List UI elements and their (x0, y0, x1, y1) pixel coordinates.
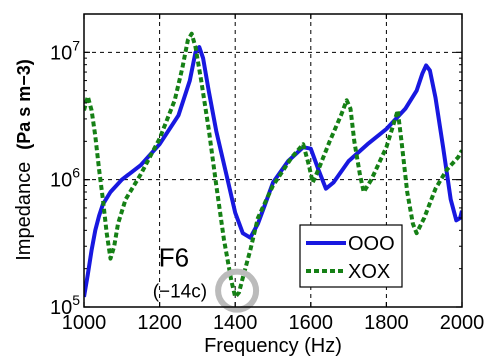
plot-frame (83, 13, 463, 308)
annotation-label: F6 (159, 243, 189, 273)
series-layer (84, 31, 462, 299)
annotation-sublabel: (−14c) (153, 282, 207, 303)
annotation-group: F6 (−14c) (153, 243, 260, 313)
y-axis-label-text: Impedance (13, 162, 35, 261)
y-tick-label: 107 (50, 37, 80, 64)
x-tick-label: 2000 (440, 312, 484, 334)
y-tick-label: 106 (50, 165, 80, 192)
grid-lines (84, 14, 462, 307)
series-line-xox (84, 31, 462, 299)
x-axis-label: Frequency (Hz) (204, 335, 342, 357)
axis-ticks: 1000 1200 1400 1600 1800 2000 105 106 107 (50, 14, 484, 334)
y-axis-label: Impedance (Pa s m−3) (13, 59, 35, 261)
x-tick-label: 1000 (62, 312, 107, 334)
y-tick-label: 105 (50, 292, 80, 319)
svg-text:Impedance (Pa s m−3): Impedance (Pa s m−3) (13, 59, 35, 261)
legend-label: OOO (348, 233, 395, 255)
series-line-ooo (84, 45, 462, 298)
annotation-circle (215, 268, 260, 313)
y-axis-label-unit: (Pa s m−3) (14, 59, 34, 150)
legend: OOO XOX (299, 224, 403, 288)
x-tick-label: 1800 (364, 312, 409, 334)
x-tick-label: 1400 (213, 312, 258, 334)
legend-box (299, 224, 403, 288)
x-tick-label: 1600 (289, 312, 334, 334)
x-tick-label: 1200 (137, 312, 182, 334)
legend-label: XOX (348, 261, 390, 283)
